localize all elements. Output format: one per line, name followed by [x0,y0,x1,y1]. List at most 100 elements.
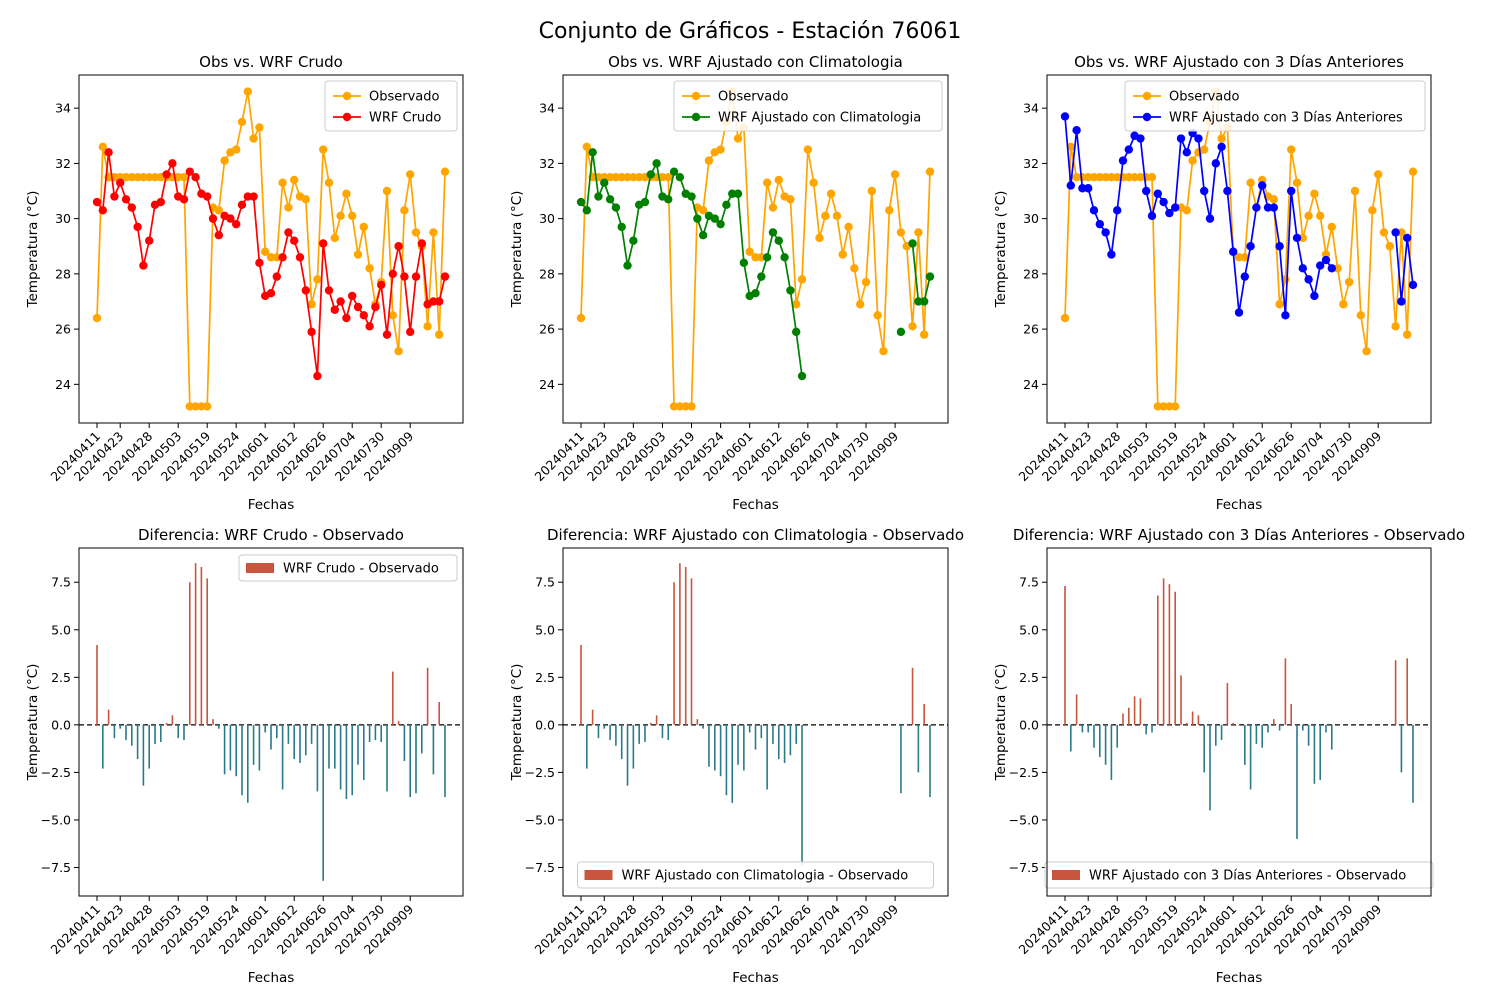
data-point [377,280,386,290]
x-axis-label: Fechas [732,497,779,513]
bar [270,724,272,750]
data-point [815,233,824,243]
data-point [1159,197,1168,207]
bar [421,724,423,754]
bar [1081,724,1084,733]
bar [1209,724,1211,811]
data-point [1072,172,1081,182]
bar [1255,724,1258,744]
bar [1116,724,1118,748]
bar [713,724,716,771]
data-point [745,247,754,256]
bar [1290,703,1292,725]
data-point [623,261,632,270]
bar [310,724,313,744]
data-point [1246,242,1255,251]
bar [403,724,406,761]
data-point [336,297,345,306]
bar [684,567,687,725]
y-tick-label: 26 [55,322,71,337]
data-point [675,402,685,411]
data-point [440,167,450,176]
figure-title: Conjunto de Gráficos - Estación 76061 [539,19,962,44]
bar [206,578,208,725]
data-point [658,172,667,182]
data-point [576,313,586,323]
legend-label: Observado [718,90,789,105]
bar [247,724,249,803]
bar [1203,724,1205,773]
data-point [145,172,154,182]
bar [923,703,925,725]
bar [177,724,179,739]
data-point [313,275,322,284]
data-point [1403,233,1412,243]
y-tick-label: −2.5 [1009,765,1039,780]
data-point [307,327,316,337]
data-point [1113,172,1122,182]
data-point [896,228,906,237]
plot-area [1060,87,1418,411]
bar [1278,724,1281,731]
data-point [319,239,328,248]
data-point [1362,346,1371,356]
data-point [133,222,142,232]
data-point [191,402,200,411]
data-point [272,272,281,281]
data-point [1391,228,1400,237]
data-point [1408,280,1418,290]
data-point [203,402,212,411]
data-point [243,87,252,96]
subplot-title: Obs vs. WRF Crudo [199,53,343,71]
bar [102,724,104,769]
bar [748,724,751,733]
bar [392,671,394,725]
data-point [786,195,795,204]
bar [276,724,278,739]
bar [620,724,623,760]
y-tick-label: 32 [1023,156,1039,171]
data-point [629,236,638,245]
data-point [150,172,160,182]
y-tick-label: 30 [55,211,71,226]
data-point [704,156,714,165]
data-point [133,172,142,182]
data-point [908,239,917,248]
bar [264,724,266,733]
data-point [1234,308,1244,317]
bar [731,724,734,803]
bar [258,724,261,771]
data-point [1171,203,1180,212]
bar [432,724,435,775]
bar [1319,724,1321,780]
legend-marker [1142,91,1152,101]
data-point [611,172,621,182]
data-point [1321,255,1331,265]
data-point [394,346,403,356]
bar [609,724,611,741]
bar [591,709,594,725]
bar [1075,694,1078,725]
bar [626,724,629,786]
y-tick-label: −5.0 [525,812,555,827]
bar [1180,675,1182,725]
data-point [411,272,421,281]
data-point [728,189,737,198]
data-point [605,195,615,204]
bar [1267,724,1269,733]
data-point [348,291,357,301]
subplot-title: Obs vs. WRF Ajustado con Climatologia [608,53,903,71]
bar [1232,722,1234,725]
data-point [435,330,444,339]
data-point [1089,206,1099,215]
data-point [757,253,766,262]
plot-area [92,87,450,411]
bar [397,721,400,725]
bar [1307,724,1310,746]
bar [655,715,658,725]
bar [650,722,652,725]
bar [299,724,301,763]
data-point [1147,211,1157,221]
bar [1064,586,1066,725]
data-point [179,195,189,204]
